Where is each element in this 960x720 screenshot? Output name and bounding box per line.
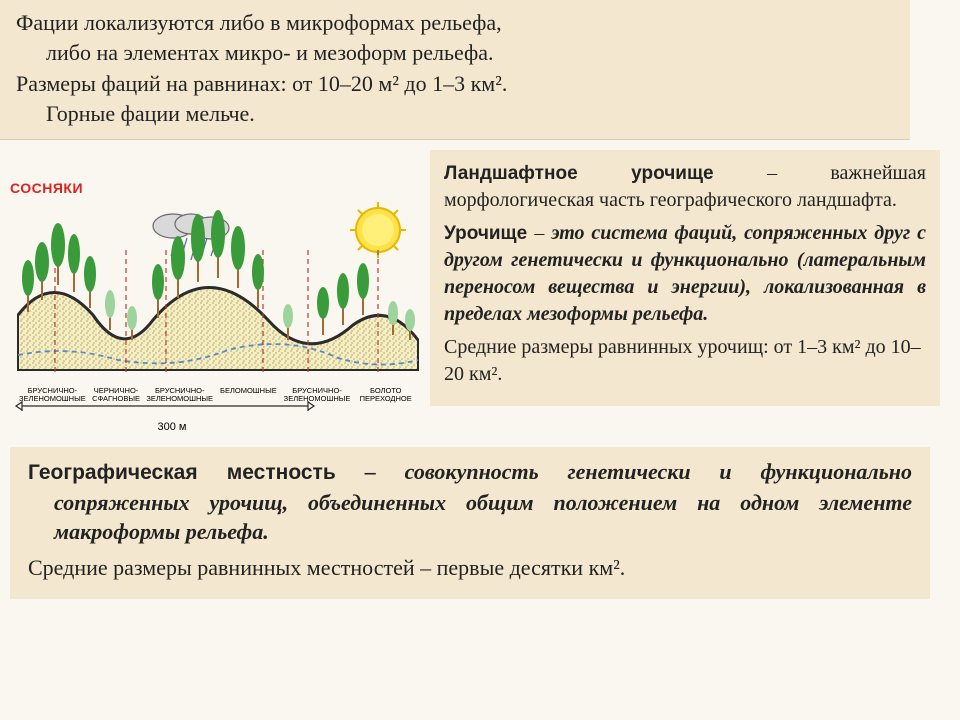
- veg-label-4: БЕЛОМОШНЫЕ: [214, 387, 283, 404]
- top-line-2: либо на элементах микро- и мезоформ рель…: [46, 38, 894, 68]
- mestnost-box: Географическая местность – совокупность …: [10, 447, 930, 598]
- veg-label-2: ЧЕРНИЧНО-СФАГНОВЫЕ: [87, 387, 146, 404]
- diagram-panel: СОСНЯКИ: [0, 146, 430, 434]
- landscape-urochishche-def: Ландшафтное урочище – важнейшая морфолог…: [444, 160, 926, 214]
- mestnost-sizes: Средние размеры равнинных местностей – п…: [28, 553, 912, 583]
- top-info-box: Фации локализуются либо в микроформах ре…: [0, 0, 910, 140]
- urochishche-box: Ландшафтное урочище – важнейшая морфолог…: [430, 150, 940, 406]
- top-line-3: Размеры фаций на равнинах: от 10–20 м² д…: [16, 69, 894, 99]
- mestnost-def: Географическая местность – совокупность …: [28, 457, 912, 547]
- urochishche-def: Урочище – это система фаций, сопряженных…: [444, 220, 926, 328]
- term-mestnost: Географическая местность: [28, 461, 365, 484]
- mid-row: СОСНЯКИ: [0, 146, 960, 434]
- diagram-title: СОСНЯКИ: [10, 180, 426, 196]
- urochishche-sizes: Средние размеры равнинных урочищ: от 1–3…: [444, 334, 926, 388]
- term-landscape-urochishche: Ландшафтное урочище: [444, 163, 767, 184]
- landscape-cross-section: [8, 200, 428, 440]
- veg-label-1: БРУСНИЧНО-ЗЕЛЕНОМОШНЫЕ: [18, 387, 87, 404]
- veg-label-3: БРУСНИЧНО-ЗЕЛЕНОМОШНЫЕ: [145, 387, 214, 404]
- vegetation-labels: БРУСНИЧНО-ЗЕЛЕНОМОШНЫЕ ЧЕРНИЧНО-СФАГНОВЫ…: [8, 387, 426, 404]
- veg-label-5: БРУСНИЧНО-ЗЕЛЕНОМОШНЫЕ: [283, 387, 352, 404]
- top-line-4: Горные фации мельче.: [46, 99, 894, 129]
- dash: –: [534, 222, 551, 244]
- veg-label-6: БОЛОТО ПЕРЕХОДНОЕ: [351, 387, 420, 404]
- scale-value: 300 м: [158, 421, 187, 433]
- top-line-1: Фации локализуются либо в микроформах ре…: [16, 8, 894, 38]
- term-urochishche: Урочище: [444, 223, 534, 244]
